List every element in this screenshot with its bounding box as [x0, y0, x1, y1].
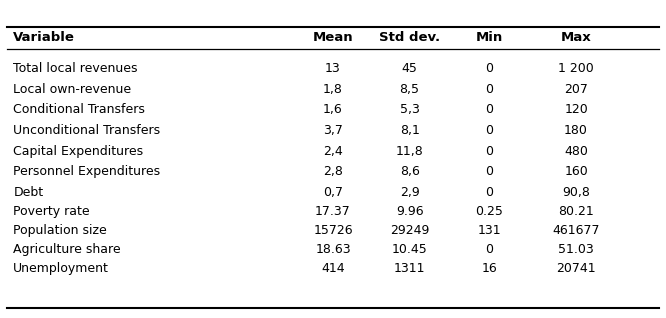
- Text: Population size: Population size: [13, 224, 107, 237]
- Text: 3,7: 3,7: [323, 124, 343, 137]
- Text: 29249: 29249: [390, 224, 430, 237]
- Text: 0: 0: [486, 124, 494, 137]
- Text: 0: 0: [486, 165, 494, 178]
- Text: Min: Min: [476, 31, 503, 44]
- Text: 2,8: 2,8: [323, 165, 343, 178]
- Text: 414: 414: [321, 262, 345, 275]
- Text: 16: 16: [482, 262, 498, 275]
- Text: 9.96: 9.96: [396, 205, 424, 218]
- Text: Total local revenues: Total local revenues: [13, 62, 138, 75]
- Text: Conditional Transfers: Conditional Transfers: [13, 103, 145, 116]
- Text: 2,4: 2,4: [323, 145, 343, 157]
- Text: 0: 0: [486, 186, 494, 199]
- Text: Personnel Expenditures: Personnel Expenditures: [13, 165, 161, 178]
- Text: 13: 13: [325, 62, 341, 75]
- Text: 8,6: 8,6: [400, 165, 420, 178]
- Text: 18.63: 18.63: [315, 243, 351, 256]
- Text: 0: 0: [486, 83, 494, 95]
- Text: 180: 180: [564, 124, 588, 137]
- Text: 11,8: 11,8: [396, 145, 424, 157]
- Text: 45: 45: [402, 62, 418, 75]
- Text: 461677: 461677: [552, 224, 600, 237]
- Text: Unconditional Transfers: Unconditional Transfers: [13, 124, 161, 137]
- Text: 15726: 15726: [313, 224, 353, 237]
- Text: 51.03: 51.03: [558, 243, 594, 256]
- Text: 0: 0: [486, 145, 494, 157]
- Text: 8,1: 8,1: [400, 124, 420, 137]
- Text: 1311: 1311: [394, 262, 426, 275]
- Text: Unemployment: Unemployment: [13, 262, 109, 275]
- Text: 0: 0: [486, 103, 494, 116]
- Text: 0.25: 0.25: [476, 205, 503, 218]
- Text: Variable: Variable: [13, 31, 75, 44]
- Text: 1 200: 1 200: [558, 62, 594, 75]
- Text: Agriculture share: Agriculture share: [13, 243, 121, 256]
- Text: 0: 0: [486, 62, 494, 75]
- Text: 90,8: 90,8: [562, 186, 590, 199]
- Text: 131: 131: [478, 224, 501, 237]
- Text: Mean: Mean: [313, 31, 353, 44]
- Text: 1,8: 1,8: [323, 83, 343, 95]
- Text: 120: 120: [564, 103, 588, 116]
- Text: 20741: 20741: [556, 262, 596, 275]
- Text: Debt: Debt: [13, 186, 43, 199]
- Text: 207: 207: [564, 83, 588, 95]
- Text: 80.21: 80.21: [558, 205, 594, 218]
- Text: 2,9: 2,9: [400, 186, 420, 199]
- Text: 10.45: 10.45: [392, 243, 428, 256]
- Text: 17.37: 17.37: [315, 205, 351, 218]
- Text: 1,6: 1,6: [323, 103, 343, 116]
- Text: Std dev.: Std dev.: [379, 31, 440, 44]
- Text: Max: Max: [561, 31, 591, 44]
- Text: 0,7: 0,7: [323, 186, 343, 199]
- Text: 160: 160: [564, 165, 588, 178]
- Text: Capital Expenditures: Capital Expenditures: [13, 145, 143, 157]
- Text: 5,3: 5,3: [400, 103, 420, 116]
- Text: Poverty rate: Poverty rate: [13, 205, 90, 218]
- Text: 8,5: 8,5: [400, 83, 420, 95]
- Text: 480: 480: [564, 145, 588, 157]
- Text: Local own-revenue: Local own-revenue: [13, 83, 131, 95]
- Text: 0: 0: [486, 243, 494, 256]
